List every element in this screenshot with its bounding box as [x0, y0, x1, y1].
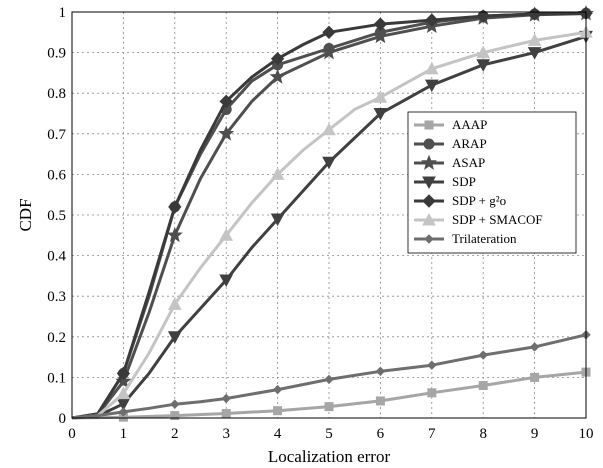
y-tick-label: 0.6: [47, 167, 66, 183]
series-marker: [118, 407, 129, 417]
series-marker: [527, 7, 542, 21]
y-tick-label: 0.3: [47, 289, 66, 305]
y-tick-label: 0.8: [47, 86, 66, 102]
legend-marker: [420, 154, 438, 170]
series-marker: [527, 33, 542, 46]
series-marker: [166, 226, 183, 243]
legend: AAAP ARAP ASAP SDP SDP + g²o SDP + SMACOF Tril…: [407, 111, 577, 254]
series-marker: [324, 402, 334, 412]
x-tick-label: 6: [377, 426, 385, 442]
x-tick-label: 7: [428, 426, 436, 442]
legend-marker: [423, 138, 435, 150]
series-3: [71, 30, 593, 420]
y-tick-label: 0.4: [47, 249, 66, 265]
series-marker: [116, 366, 131, 381]
x-tick-label: 0: [68, 426, 76, 442]
y-tick-label: 0.2: [47, 330, 66, 346]
y-tick-label: 0.7: [47, 127, 66, 143]
series-marker: [270, 51, 285, 66]
x-tick-label: 5: [325, 426, 333, 442]
x-tick-label: 10: [579, 426, 594, 442]
legend-entry: SDP + SMACOF: [452, 212, 543, 227]
series-marker: [273, 406, 283, 416]
legend-entry: Trilateration: [452, 231, 517, 246]
series-marker: [372, 28, 389, 44]
series-marker: [116, 386, 131, 400]
series-marker: [478, 350, 488, 360]
plot-frame: [71, 11, 587, 419]
x-tick-label: 4: [274, 426, 282, 442]
series-marker: [476, 59, 491, 72]
x-tick-label: 1: [120, 426, 128, 442]
series-line: [71, 333, 587, 420]
series-marker: [375, 396, 385, 406]
legend-entry: ASAP: [452, 155, 485, 170]
legend-entry: SDP + g²o: [452, 193, 506, 208]
series-marker: [476, 9, 490, 23]
legend-marker: [422, 194, 436, 208]
series-marker: [427, 388, 437, 398]
y-axis-label: CDF: [16, 198, 35, 231]
series-marker: [427, 360, 437, 370]
legend-entry: SDP: [452, 174, 476, 189]
series-marker: [322, 156, 336, 170]
series-line: [71, 11, 587, 420]
series-marker: [170, 411, 180, 421]
tick-labels: 0 1 2 3 4 5 6 7 8 9 10 0 0.1 0.2 0.3 0.4 0.5 0.6 0.7 0.8 0.9…: [47, 5, 593, 442]
series-marker: [167, 297, 182, 310]
series-marker: [529, 342, 540, 352]
series-marker: [476, 45, 491, 59]
series-marker: [527, 47, 542, 60]
legend-marker: [422, 176, 436, 190]
legend-entry: ARAP: [452, 136, 487, 151]
series-marker: [272, 384, 283, 395]
series-marker: [170, 399, 180, 409]
series-4: [71, 6, 593, 420]
series-marker: [270, 167, 285, 180]
series-5: [71, 25, 593, 420]
series-marker: [478, 381, 488, 391]
y-tick-label: 0.1: [47, 370, 66, 386]
series-marker: [424, 61, 439, 75]
series-marker: [373, 17, 388, 31]
series-marker: [375, 366, 386, 377]
series-marker: [322, 122, 336, 136]
legend-marker: [424, 120, 434, 130]
legend-entry: AAAP: [452, 117, 487, 132]
series-marker: [373, 108, 388, 121]
series-marker: [221, 409, 231, 419]
series-layer: [71, 5, 595, 422]
y-tick-label: 0.5: [47, 208, 66, 224]
y-tick-label: 1: [59, 5, 67, 21]
x-tick-label: 9: [531, 426, 539, 442]
series-marker: [373, 90, 388, 103]
series-0: [71, 367, 591, 422]
series-marker: [219, 94, 233, 109]
series-marker: [221, 393, 231, 404]
series-marker: [270, 213, 285, 227]
series-marker: [219, 228, 234, 241]
series-marker: [425, 13, 439, 27]
series-marker: [424, 79, 439, 93]
series-marker: [168, 200, 182, 214]
series-marker: [167, 331, 182, 344]
series-line: [71, 12, 587, 420]
x-tick-label: 3: [222, 426, 230, 442]
legend-marker: [424, 234, 434, 244]
series-marker: [218, 125, 235, 141]
x-axis-label: Localization error: [268, 447, 391, 466]
series-marker: [320, 44, 338, 60]
y-tick-label: 0.9: [47, 46, 66, 62]
series-marker: [269, 68, 286, 84]
y-tick-label: 0: [59, 411, 67, 427]
series-marker: [324, 374, 334, 385]
series-marker: [530, 372, 540, 382]
series-marker: [322, 25, 336, 40]
legend-marker: [422, 212, 436, 226]
x-tick-label: 8: [479, 426, 487, 442]
series-marker: [219, 274, 234, 288]
series-6: [71, 330, 591, 420]
x-tick-label: 2: [171, 426, 179, 442]
